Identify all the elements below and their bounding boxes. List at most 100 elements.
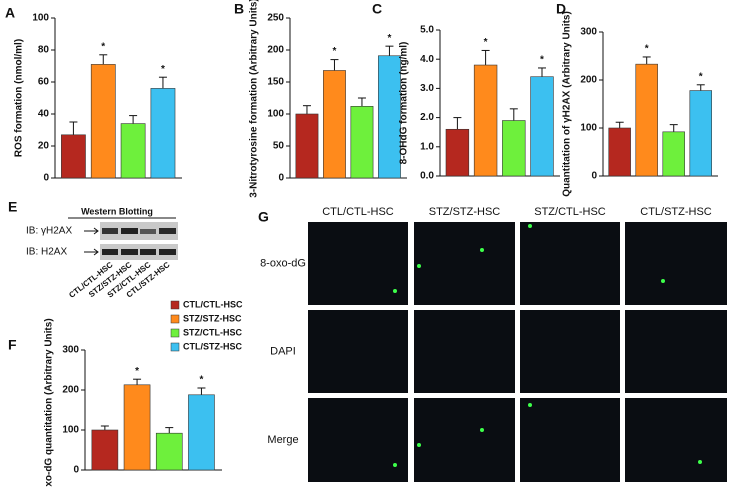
row-label: DAPI [270, 345, 296, 357]
panel-letter: E [8, 199, 17, 215]
y-axis-title: 8-oxo-dG quantitation (Arbitrary Units) [44, 318, 55, 487]
fluorescent-spot [393, 289, 397, 293]
micrograph [308, 310, 408, 393]
significance-mark: * [101, 41, 105, 52]
significance-mark: * [540, 55, 544, 66]
y-tick-label: 3.0 [420, 83, 434, 94]
blot-band [121, 228, 138, 234]
panel-letter: B [234, 1, 244, 17]
y-tick-label: 200 [62, 385, 79, 396]
column-label: CTL/STZ-HSC [640, 206, 712, 218]
blot-strip [100, 222, 178, 240]
micrograph [520, 222, 620, 305]
bar [473, 64, 498, 177]
significance-mark: * [161, 64, 165, 75]
significance-mark: * [699, 71, 703, 82]
panel-letter: G [258, 209, 269, 225]
y-tick-label: 300 [580, 27, 597, 38]
y-tick-label: 250 [267, 13, 284, 24]
y-tick-label: 5.0 [420, 25, 434, 36]
y-axis-title: 8-OHdG formation (ng/ml) [399, 42, 410, 165]
y-tick-label: 40 [38, 109, 50, 120]
y-axis-title: Quantitation of γH2AX (Arbitrary Units) [562, 11, 573, 197]
legend-label: STZ/CTL-HSC [183, 327, 242, 337]
blot-band [159, 228, 176, 234]
micrograph [414, 398, 515, 482]
y-tick-label: 60 [38, 77, 50, 88]
bar [188, 394, 215, 471]
micrograph [625, 222, 727, 305]
fluorescent-spot [528, 403, 532, 407]
blot-row-label: IB: H2AX [26, 247, 67, 258]
y-axis-title: ROS formation (nmol/ml) [14, 39, 25, 157]
legend-label: STZ/STZ-HSC [183, 313, 242, 323]
y-tick-label: 0 [591, 171, 597, 182]
micrograph [520, 310, 620, 393]
column-label: STZ/STZ-HSC [429, 206, 501, 218]
bar [378, 55, 401, 179]
row-label: 8-oxo-dG [260, 257, 306, 269]
micrograph [414, 222, 515, 305]
y-tick-label: 200 [267, 45, 284, 56]
bar [91, 429, 119, 471]
blot-band [102, 228, 118, 234]
fluorescent-spot [417, 264, 421, 268]
bar [608, 127, 631, 177]
y-tick-label: 100 [62, 425, 79, 436]
fluorescent-spot [661, 279, 665, 283]
significance-mark: * [484, 37, 488, 48]
significance-mark: * [387, 33, 391, 44]
bar [123, 384, 151, 471]
legend-label: CTL/CTL-HSC [183, 299, 243, 309]
bar [662, 131, 685, 177]
y-tick-label: 2.0 [420, 112, 434, 123]
y-tick-label: 1.0 [420, 141, 434, 152]
panel-letter: A [5, 5, 15, 21]
panel-letter: C [372, 1, 382, 17]
bar [502, 120, 526, 177]
y-tick-label: 300 [62, 345, 79, 356]
legend-swatch [170, 314, 180, 324]
significance-mark: * [135, 366, 139, 377]
fluorescent-spot [417, 443, 421, 447]
bar [350, 106, 374, 179]
y-tick-label: 80 [38, 45, 50, 56]
y-tick-label: 4.0 [420, 54, 434, 65]
y-tick-label: 0 [73, 465, 79, 476]
micrograph [625, 310, 727, 393]
micrograph [308, 398, 408, 482]
panel-letter: D [556, 1, 566, 17]
bar [61, 134, 86, 179]
fluorescent-spot [698, 460, 702, 464]
bar [155, 432, 183, 471]
column-label: STZ/CTL-HSC [534, 206, 606, 218]
fluorescent-spot [393, 463, 397, 467]
legend-swatch [170, 300, 180, 310]
y-tick-label: 0 [278, 173, 284, 184]
blot-title: Western Blotting [81, 206, 153, 216]
bar [295, 113, 319, 179]
bar [150, 88, 176, 179]
bar [323, 70, 346, 179]
y-tick-label: 150 [267, 77, 284, 88]
panel-letter: F [8, 337, 17, 353]
legend-swatch [170, 328, 180, 338]
micrograph [520, 398, 620, 482]
column-label: CTL/CTL-HSC [322, 206, 394, 218]
micrograph [414, 310, 515, 393]
micrograph-grid: CTL/CTL-HSC STZ/STZ-HSC STZ/CTL-HSC CTL/STZ… [260, 206, 727, 482]
y-tick-label: 0.0 [420, 171, 434, 182]
row-label: Merge [267, 434, 298, 446]
bar [90, 64, 116, 179]
bar [120, 123, 146, 179]
y-tick-label: 20 [38, 141, 50, 152]
bar [530, 76, 554, 177]
significance-mark: * [645, 44, 649, 55]
bar [445, 128, 470, 177]
y-tick-label: 100 [32, 13, 49, 24]
legend-swatch [170, 342, 180, 352]
y-tick-label: 100 [267, 109, 284, 120]
fluorescent-spot [480, 248, 484, 252]
